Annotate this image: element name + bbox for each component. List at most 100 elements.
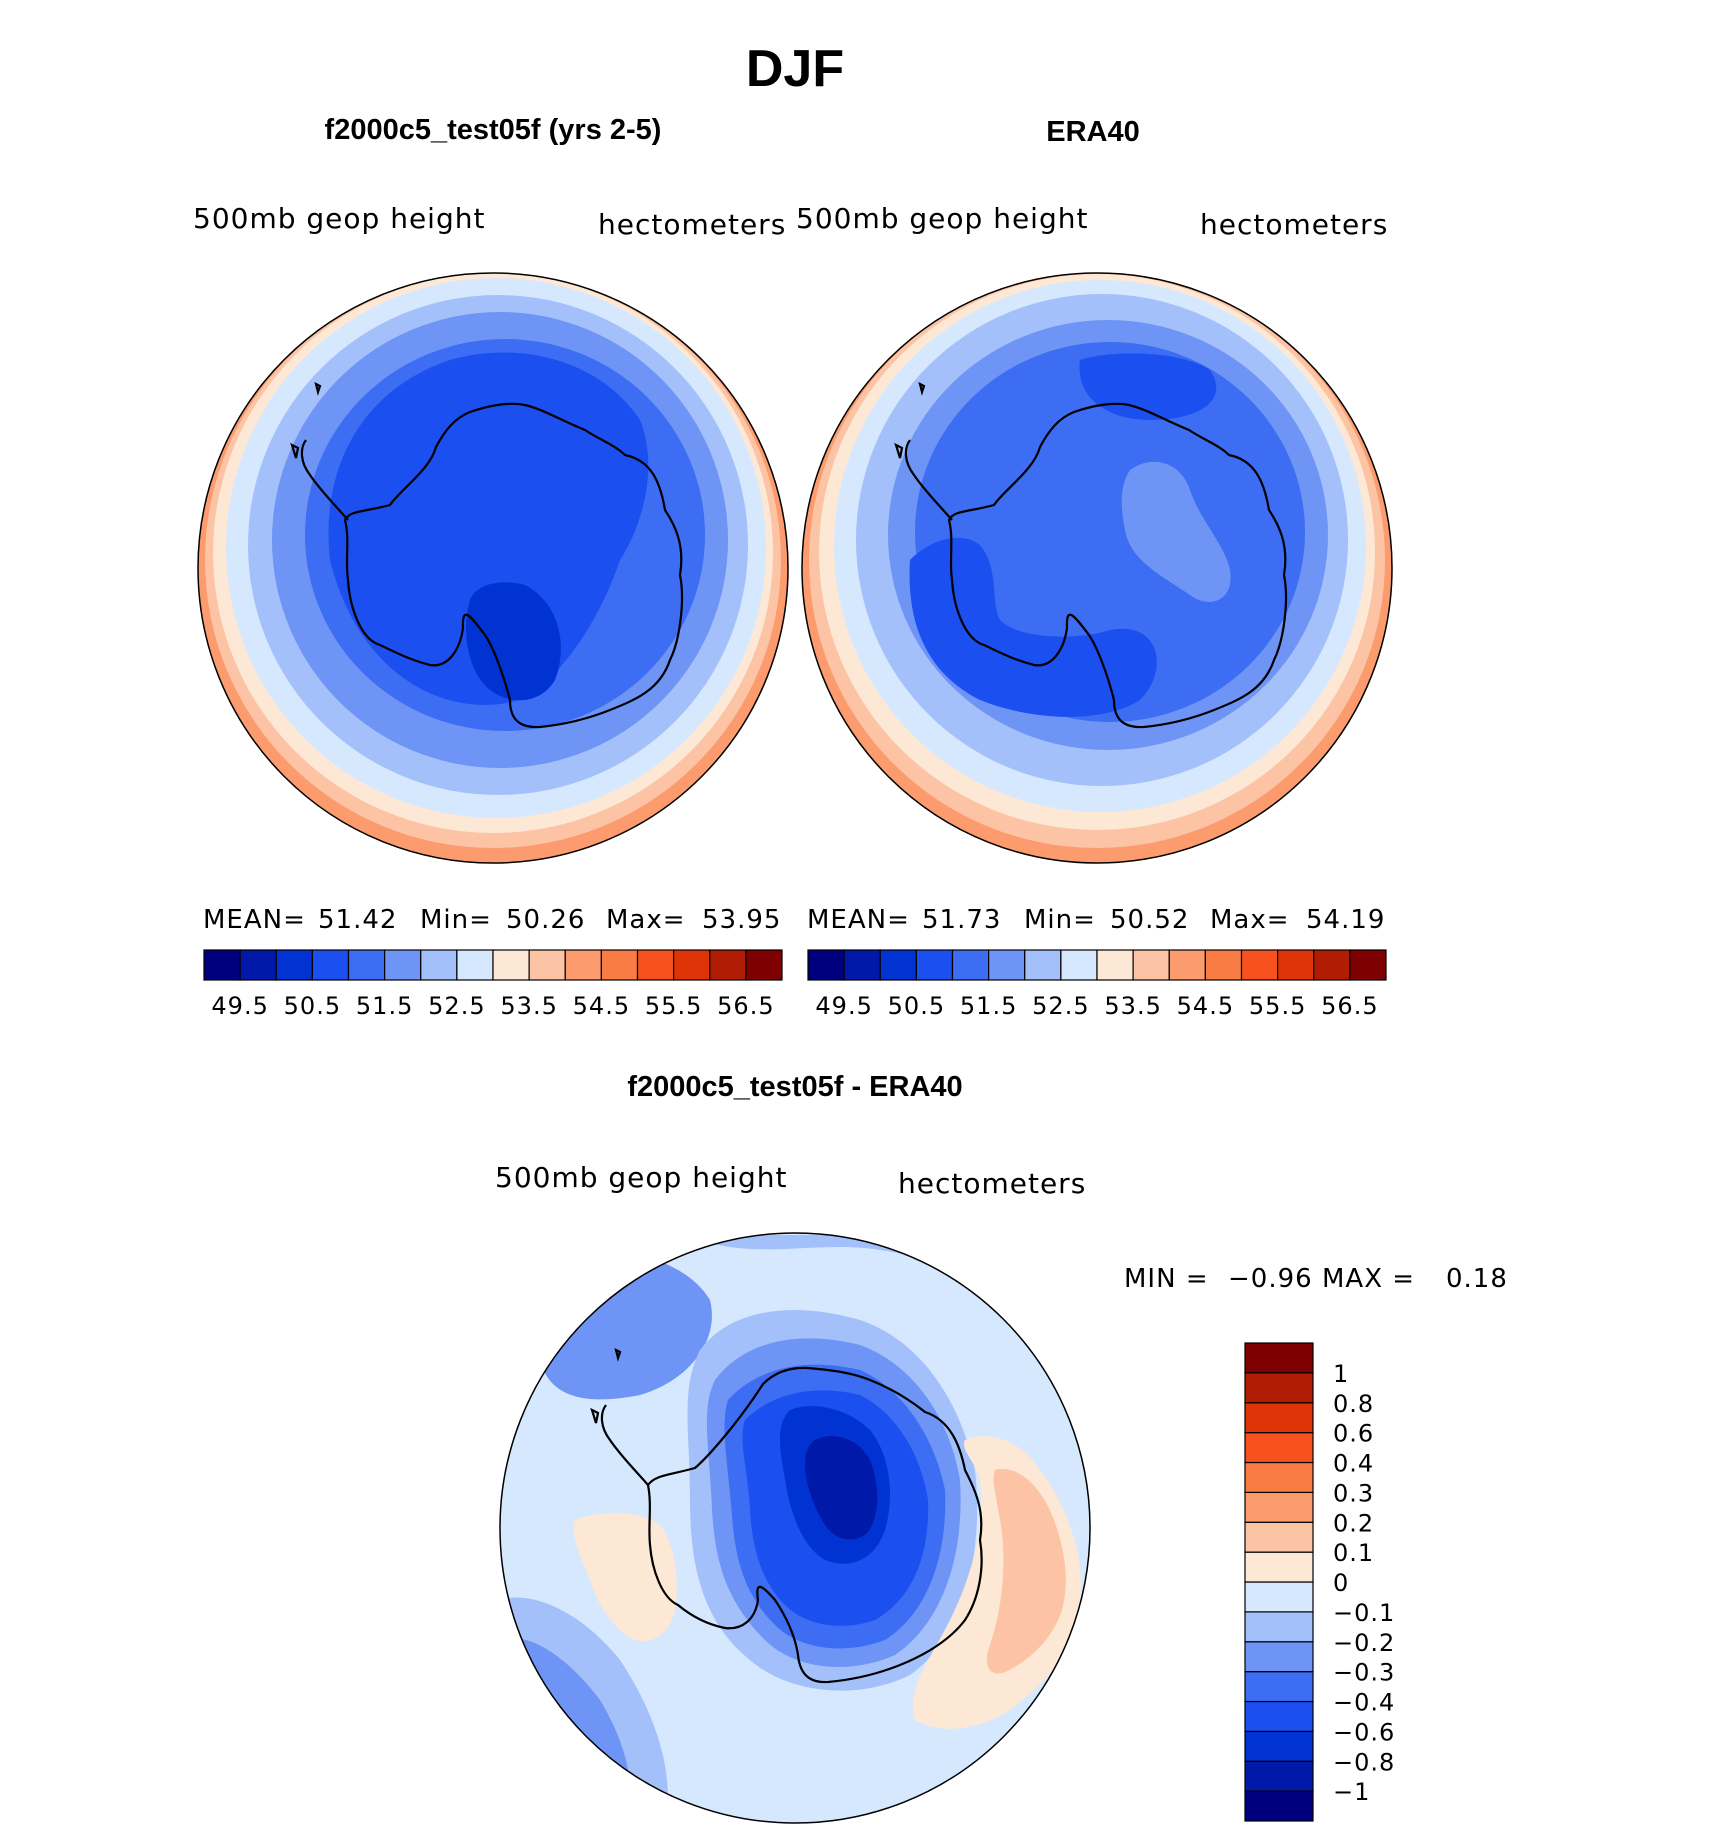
colorbar-box <box>807 949 845 981</box>
colorbar-tick-label: 50.5 <box>284 992 341 1020</box>
stats-max-value: 54.19 <box>1306 905 1385 935</box>
stats-mean-label: MEAN= <box>807 905 910 935</box>
colorbar-box <box>1244 1521 1314 1553</box>
colorbar-tick-label: 55.5 <box>1249 992 1306 1020</box>
colorbar-box <box>1277 949 1315 981</box>
panel-model-map <box>198 273 788 863</box>
panel-model-title: f2000c5_test05f (yrs 2-5) <box>325 114 662 146</box>
colorbar-box <box>1024 949 1062 981</box>
colorbar-tick-label: −0.2 <box>1333 1629 1395 1657</box>
colorbar-tick-label: 1 <box>1333 1360 1349 1388</box>
colorbar-tick-label: −0.3 <box>1333 1659 1395 1687</box>
colorbar-tick-label: 0.1 <box>1333 1539 1374 1567</box>
colorbar-box <box>1096 949 1134 981</box>
panel-model-colorbar: 49.5 50.5 51.5 52.5 53.5 54.5 55.5 56.5 <box>203 949 783 1020</box>
panel-diff-map-border <box>499 1232 1091 1824</box>
panel-obs-stats: MEAN= 51.73 Min= 50.52 Max= 54.19 <box>807 905 1385 935</box>
stats-min-value: 50.52 <box>1110 905 1189 935</box>
colorbar-tick-label: 52.5 <box>1032 992 1089 1020</box>
colorbar-tick-label: 56.5 <box>717 992 774 1020</box>
colorbar-box <box>879 949 917 981</box>
colorbar-tick-label: −0.1 <box>1333 1599 1395 1627</box>
island-outline <box>918 381 926 396</box>
colorbar-box <box>564 949 602 981</box>
colorbar-box <box>456 949 494 981</box>
stats-mean-value: 51.73 <box>922 905 1001 935</box>
panel-model-field-label: 500mb geop height <box>193 202 485 235</box>
panel-diff-title: f2000c5_test05f - ERA40 <box>627 1071 962 1103</box>
colorbar-box <box>1244 1491 1314 1523</box>
panel-model-map-border <box>197 272 789 864</box>
panel-obs-units-label: hectometers <box>1200 208 1388 241</box>
stats-max-label: MAX = <box>1322 1264 1415 1294</box>
map-fill-band <box>328 352 649 705</box>
panel-obs-colorbar: 49.5 50.5 51.5 52.5 53.5 54.5 55.5 56.5 <box>807 949 1387 1020</box>
colorbar-box <box>1244 1402 1314 1434</box>
colorbar-box <box>709 949 747 981</box>
colorbar-tick-label: 49.5 <box>211 992 268 1020</box>
panel-obs-continent-outline <box>894 381 1288 729</box>
colorbar-box <box>843 949 881 981</box>
figure-title: DJF <box>746 40 844 98</box>
map-fill-band <box>915 342 1305 722</box>
colorbar-tick-label: 50.5 <box>888 992 945 1020</box>
island-outline <box>614 1347 622 1362</box>
colorbar-tick-label: 51.5 <box>356 992 413 1020</box>
colorbar-box <box>745 949 783 981</box>
stats-max-value: 0.18 <box>1446 1264 1508 1294</box>
colorbar-tick-label: 49.5 <box>815 992 872 1020</box>
colorbar-box <box>275 949 313 981</box>
map-fill-band <box>985 1269 1080 1320</box>
colorbar-tick-label: 0 <box>1333 1569 1349 1597</box>
colorbar-box <box>1240 949 1279 981</box>
panel-model: f2000c5_test05f (yrs 2-5) 500mb geop hei… <box>193 114 789 1020</box>
colorbar-box <box>636 949 675 981</box>
stats-min-label: MIN = <box>1124 1264 1209 1294</box>
colorbar-box <box>915 949 954 981</box>
colorbar-box <box>988 949 1026 981</box>
colorbar-box <box>1244 1671 1314 1703</box>
map-fill-band <box>466 582 561 701</box>
colorbar-tick-label: −1 <box>1333 1778 1370 1806</box>
panel-diff: f2000c5_test05f - ERA40 500mb geop heigh… <box>495 1071 1508 1824</box>
stats-mean-value: 51.42 <box>318 905 397 935</box>
colorbar-box <box>1244 1730 1314 1762</box>
map-fill-band <box>805 1436 878 1540</box>
panel-obs-title: ERA40 <box>1046 116 1140 148</box>
panel-diff-stats: MIN = −0.96 MAX = 0.18 <box>1124 1264 1508 1294</box>
colorbar-tick-label: 0.6 <box>1333 1420 1374 1448</box>
colorbar-box <box>1244 1611 1314 1643</box>
colorbar-box <box>1244 1432 1314 1464</box>
colorbar-tick-label: 54.5 <box>1177 992 1234 1020</box>
stats-min-label: Min= <box>1024 905 1096 935</box>
peninsula-outline <box>600 1404 649 1486</box>
colorbar-box <box>673 949 711 981</box>
colorbar-box <box>203 949 241 981</box>
stats-min-value: 50.26 <box>506 905 585 935</box>
panel-obs: ERA40 500mb geop height hectometers MEAN… <box>796 116 1393 1020</box>
antarctica-outline <box>343 402 684 729</box>
panel-model-units-label: hectometers <box>598 208 786 241</box>
colorbar-box <box>1244 1461 1314 1493</box>
stats-max-label: Max= <box>606 905 686 935</box>
colorbar-box <box>600 949 639 981</box>
colorbar-box <box>239 949 277 981</box>
colorbar-box <box>1244 1581 1314 1613</box>
map-fill-band <box>909 537 1157 717</box>
colorbar-tick-label: 56.5 <box>1321 992 1378 1020</box>
colorbar-box <box>311 949 350 981</box>
island-outline <box>314 381 322 396</box>
colorbar-box <box>1349 949 1387 981</box>
panel-obs-field-label: 500mb geop height <box>796 202 1088 235</box>
colorbar-box <box>1244 1700 1314 1732</box>
colorbar-tick-label: 51.5 <box>960 992 1017 1020</box>
colorbar-tick-label: 0.4 <box>1333 1450 1374 1478</box>
stats-min-value: −0.96 <box>1228 1264 1313 1294</box>
panel-diff-map <box>500 1233 1090 1823</box>
colorbar-box <box>951 949 990 981</box>
colorbar-tick-label: 52.5 <box>428 992 485 1020</box>
colorbar-box <box>1168 949 1206 981</box>
island-outline <box>290 442 300 459</box>
stats-min-label: Min= <box>420 905 492 935</box>
